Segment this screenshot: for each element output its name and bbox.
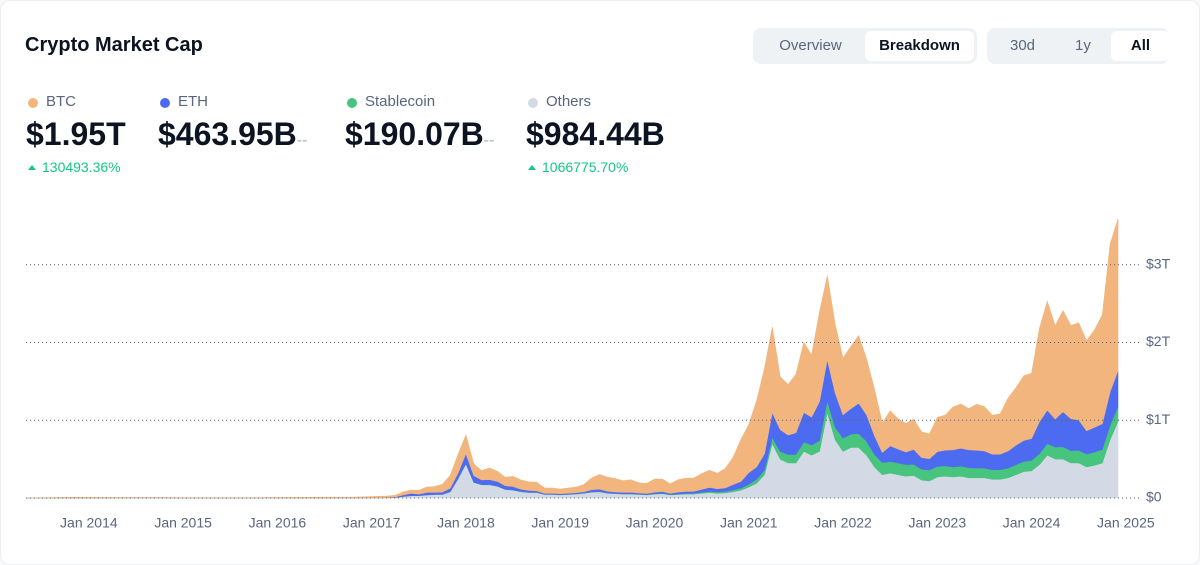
x-tick-label: Jan 2014 (60, 515, 118, 531)
tab[interactable]: Breakdown (865, 31, 974, 61)
x-tick-label: Jan 2019 (531, 515, 589, 531)
legend-label: BTC (26, 93, 126, 110)
x-tick-label: Jan 2020 (626, 515, 684, 531)
x-tick-label: Jan 2018 (437, 515, 495, 531)
range-tabs: 30d 1y All (987, 28, 1171, 64)
stat-change-text: 1066775.70% (542, 159, 629, 175)
tab[interactable]: Overview (779, 37, 842, 54)
stat-change-text: -- (483, 132, 495, 149)
stat-value-text: $463.95B (158, 116, 297, 152)
stat-change-text: 130493.36% (42, 159, 121, 175)
y-tick-label: $1T (1146, 411, 1171, 427)
legend-label: Others (526, 93, 665, 110)
tab[interactable]: All (1110, 31, 1171, 61)
legend-item: Stablecoin $190.07B-- (345, 93, 494, 153)
y-tick-label: $3T (1146, 255, 1171, 271)
legend-dot (347, 98, 357, 108)
legend-item: Others $984.44B 1066775.70% (526, 93, 665, 175)
stat-change: 130493.36% (26, 159, 126, 175)
stat-value: $190.07B-- (345, 116, 494, 153)
y-tick-label: $2T (1146, 333, 1171, 349)
legend-dot (528, 98, 538, 108)
x-tick-label: Jan 2021 (720, 515, 778, 531)
x-tick-label: Jan 2015 (154, 515, 212, 531)
x-tick-label: Jan 2024 (1003, 515, 1061, 531)
y-tick-label: $0 (1146, 489, 1162, 505)
tab[interactable]: 30d (1010, 37, 1036, 54)
x-tick-label: Jan 2023 (909, 515, 967, 531)
legend-dot (160, 98, 170, 108)
legend-label: ETH (158, 93, 307, 110)
stat-value: $984.44B (526, 116, 665, 153)
stat-value-text: $1.95T (26, 116, 126, 152)
stat-change-text: -- (296, 132, 308, 149)
legend-item: BTC $1.95T 130493.36% (26, 93, 126, 175)
x-tick-label: Jan 2017 (343, 515, 401, 531)
area (25, 218, 1119, 499)
stat-value: $463.95B-- (158, 116, 307, 153)
legend-dot (28, 98, 38, 108)
legend-label: Stablecoin (345, 93, 494, 110)
stat-change: 1066775.70% (526, 159, 665, 175)
stat-value-text: $190.07B (345, 116, 484, 152)
stat-value: $1.95T (26, 116, 126, 153)
chart-title: Crypto Market Cap (25, 34, 203, 56)
x-tick-label: Jan 2022 (814, 515, 872, 531)
x-tick-label: Jan 2016 (249, 515, 307, 531)
legend-item: ETH $463.95B-- (158, 93, 307, 153)
view-tabs: Overview Breakdown (753, 28, 977, 64)
up-arrow (528, 165, 536, 170)
x-tick-label: Jan 2025 (1097, 515, 1155, 531)
stat-value-text: $984.44B (526, 116, 665, 152)
tab[interactable]: 1y (1075, 37, 1091, 54)
up-arrow (28, 165, 36, 170)
